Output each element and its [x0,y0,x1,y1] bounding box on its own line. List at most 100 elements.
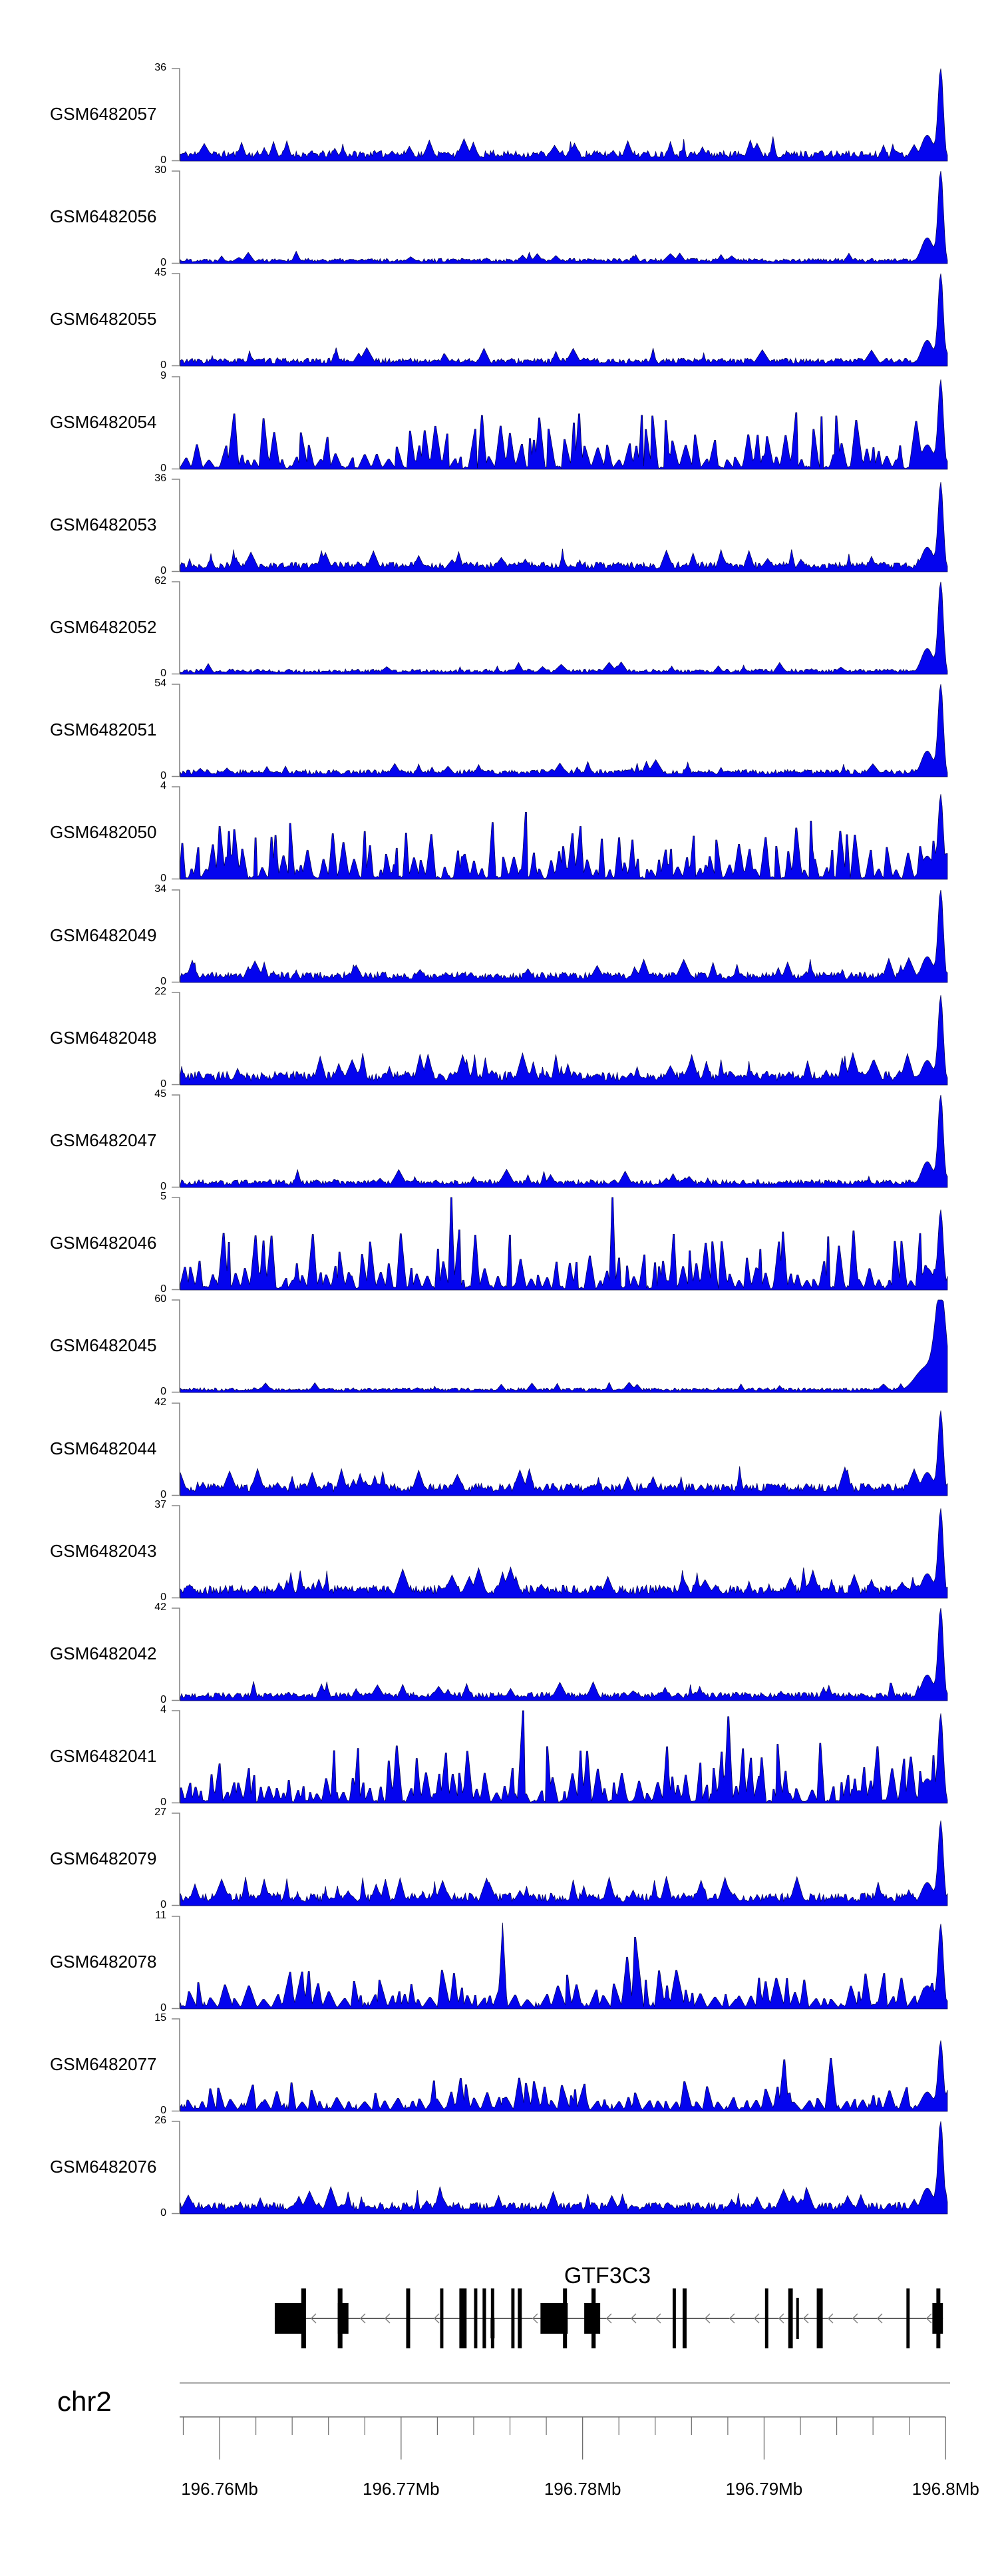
track-y-bracket [172,375,180,469]
track-signal-plot [172,1402,948,1496]
track-label: GSM6482076 [50,2157,157,2177]
genome-axis: 196.76Mb 196.77Mb 196.78Mb 196.79Mb 196.8Mb [180,2382,979,2496]
signal-area [180,481,948,572]
track-ymin-label: 0 [160,359,166,371]
tracks: GSM6482057 36 0 GSM6482056 30 0 GSM6482055 45 0 G… [50,62,948,2219]
gene-exon [406,2288,411,2348]
gene-exon [490,2318,495,2338]
track-ymax-label: 26 [154,2115,166,2126]
signal-area [180,1508,948,1599]
axis-tick-label: 196.77Mb [363,2479,440,2496]
track-y-bracket [172,1504,180,1599]
gene-exon [459,2288,467,2348]
track-ymax-label: 45 [154,1088,166,1100]
strand-arrow-left-icon [802,2313,809,2324]
track-ymin-label: 0 [160,1283,166,1295]
track-ymin-label: 0 [160,1899,166,1911]
signal-area [180,1300,948,1393]
track-ymin-label: 0 [160,1591,166,1603]
strand-arrow-left-icon [925,2313,932,2324]
signal-area [180,1608,948,1701]
gene-exon [474,2288,478,2348]
track-signal-plot [172,375,948,469]
signal-area [180,274,948,367]
gene-exon [518,2288,522,2348]
track-y-bracket [172,1915,180,2009]
track-y-bracket [172,991,180,1086]
signal-area [180,1710,948,1804]
track-ymax-label: 62 [154,575,166,586]
track-ymax-label: 5 [160,1191,166,1203]
track-label: GSM6482057 [50,104,157,124]
strand-arrow-left-icon [729,2313,735,2324]
track-ymax-label: 11 [155,1909,166,1921]
track-y-bracket [172,2121,180,2215]
gene-name-label: GTF3C3 [564,2263,651,2288]
strand-arrow-left-icon [359,2313,366,2324]
signal-area [180,581,948,675]
gene-exon [301,2288,306,2348]
strand-arrow-left-icon [630,2313,637,2324]
gene-exon [482,2288,486,2348]
track-ymin-label: 0 [160,975,166,987]
track-ymax-label: 9 [160,369,166,381]
track-ymax-label: 34 [154,883,166,895]
track-ymax-label: 30 [154,164,166,176]
strand-arrow-left-icon [384,2313,391,2324]
gene-exon [672,2288,676,2348]
track-ymax-label: 36 [154,62,166,73]
track-label: GSM6482051 [50,720,157,740]
signal-area [180,994,948,1086]
gene-exon [337,2303,349,2334]
track-label: GSM6482049 [50,925,157,945]
strand-arrow-left-icon [532,2313,538,2324]
track-ymax-label: 42 [154,1602,166,1613]
signal-area [180,68,948,162]
track-ymax-label: 54 [154,678,166,690]
track-ymin-label: 0 [160,2002,166,2014]
track-ymax-label: 4 [160,780,166,792]
track-label: GSM6482050 [50,822,157,843]
strand-arrow-left-icon [605,2313,612,2324]
signal-area [180,684,948,777]
signal-area [180,171,948,264]
track-ymin-label: 0 [160,668,166,679]
track-signal-plot [172,889,948,982]
axis-tick-label: 196.78Mb [544,2479,621,2496]
track-signal-plot [172,1197,948,1291]
track-label: GSM6482077 [50,2053,157,2074]
signal-area [180,1197,948,1291]
gene-exon [511,2288,515,2348]
gene-exon [591,2288,596,2348]
signal-area [180,379,948,469]
strand-arrow-left-icon [778,2313,784,2324]
track-ymin-label: 0 [160,1694,166,1705]
axis-tick-label: 196.8Mb [912,2479,979,2496]
strand-arrow-left-icon [433,2313,440,2324]
gene-exon [274,2303,305,2334]
track-signal-plot [172,581,948,675]
track-y-bracket [172,1813,180,1906]
track-ymin-label: 0 [160,1797,166,1809]
track-y-bracket [172,68,180,162]
track-y-bracket [172,1094,180,1188]
track-ymax-label: 22 [154,985,166,997]
track-ymax-label: 37 [154,1498,166,1510]
track-y-bracket [172,1299,180,1393]
track-label: GSM6482053 [50,514,157,535]
track-ymin-label: 0 [160,1488,166,1500]
track-signal-plot [172,991,948,1086]
gene-exon [788,2288,793,2348]
gene-exon [563,2288,568,2348]
track-signal-plot [172,478,948,572]
track-y-bracket [172,889,180,982]
chromosome-label: chr2 [57,2386,112,2417]
gene-model [274,2288,943,2348]
track-ymax-label: 60 [154,1293,166,1305]
track-y-bracket [172,478,180,572]
track-signal-plot [172,1094,948,1188]
track-label: GSM6482044 [50,1438,157,1458]
gene-exon [764,2288,768,2348]
track-signal-plot [172,1504,948,1599]
